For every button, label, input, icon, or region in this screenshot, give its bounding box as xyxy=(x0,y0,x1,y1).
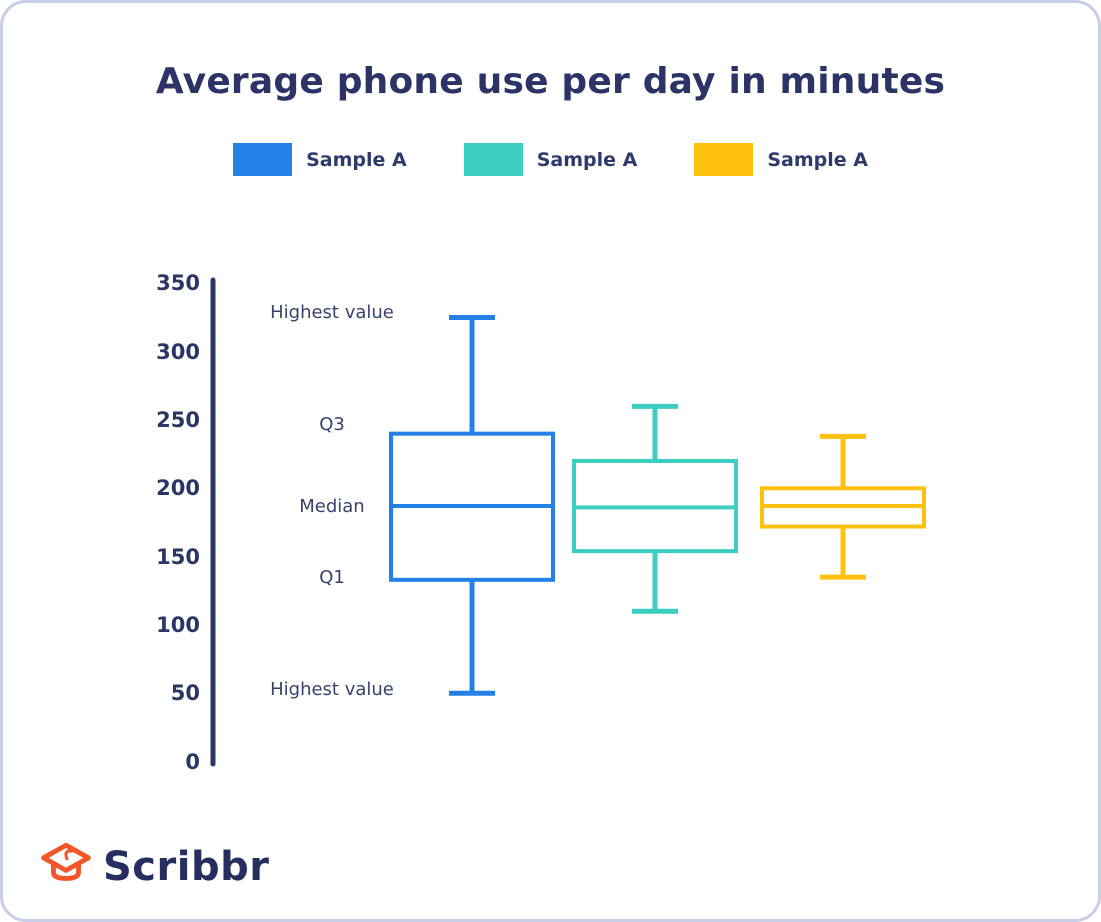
boxplot-series xyxy=(760,433,926,580)
y-axis-tick-label: 300 xyxy=(156,339,200,364)
boxplot-annotation-label: Highest value xyxy=(270,302,394,324)
y-axis-tick-label: 50 xyxy=(170,681,200,706)
y-axis-tick-label: 350 xyxy=(156,271,200,296)
legend: Sample A Sample A Sample A xyxy=(3,143,1098,176)
legend-item: Sample A xyxy=(233,143,407,176)
legend-swatch xyxy=(233,143,293,176)
boxplot-series xyxy=(572,403,738,614)
y-axis-tick-label: 200 xyxy=(156,476,200,501)
chart-title: Average phone use per day in minutes xyxy=(155,61,946,102)
boxplot-annotation-label: Highest value xyxy=(270,679,394,701)
legend-label: Sample A xyxy=(306,148,407,171)
brand-wordmark: Scribbr xyxy=(103,844,270,890)
y-axis-tick-label: 150 xyxy=(156,544,200,569)
boxplot-chart xyxy=(210,277,926,767)
legend-label: Sample A xyxy=(536,148,638,171)
boxplot-annotation-label: Q1 xyxy=(319,567,345,589)
scribbr-logo: Scribbr xyxy=(39,839,269,895)
boxplot-series xyxy=(389,315,555,696)
legend-item: Sample A xyxy=(694,143,868,176)
y-axis-tick-label: 0 xyxy=(185,749,200,774)
legend-swatch xyxy=(463,143,523,176)
legend-swatch xyxy=(694,143,754,176)
y-axis-tick-label: 250 xyxy=(156,408,200,432)
y-axis-tick-label: 100 xyxy=(156,612,200,637)
legend-label: Sample A xyxy=(767,148,868,171)
graduation-cap-icon xyxy=(39,839,93,895)
boxplot-annotation-label: Median xyxy=(299,496,365,518)
boxplot-annotation-label: Q3 xyxy=(319,414,345,436)
legend-item: Sample A xyxy=(463,143,638,176)
